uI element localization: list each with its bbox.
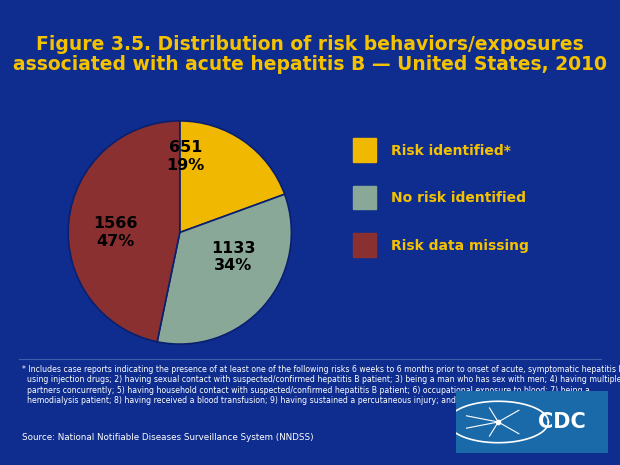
Wedge shape <box>157 194 291 344</box>
Bar <box>353 138 376 162</box>
Wedge shape <box>68 121 180 342</box>
Bar <box>353 186 376 209</box>
Text: No risk identified: No risk identified <box>391 191 526 205</box>
Text: CDC: CDC <box>538 412 586 432</box>
Bar <box>353 233 376 257</box>
Text: associated with acute hepatitis B — United States, 2010: associated with acute hepatitis B — Unit… <box>13 55 607 73</box>
Text: Source: National Notifiable Diseases Surveillance System (NNDSS): Source: National Notifiable Diseases Sur… <box>22 433 313 442</box>
Text: 1133
34%: 1133 34% <box>211 241 255 273</box>
Wedge shape <box>180 121 285 232</box>
FancyBboxPatch shape <box>446 387 617 457</box>
Text: Risk identified*: Risk identified* <box>391 144 510 158</box>
Text: Risk data missing: Risk data missing <box>391 239 528 252</box>
Text: Figure 3.5. Distribution of risk behaviors/exposures: Figure 3.5. Distribution of risk behavio… <box>36 35 584 53</box>
Text: 1566
47%: 1566 47% <box>93 216 137 249</box>
Text: * Includes case reports indicating the presence of at least one of the following: * Includes case reports indicating the p… <box>22 365 620 405</box>
Text: 651
19%: 651 19% <box>166 140 205 173</box>
